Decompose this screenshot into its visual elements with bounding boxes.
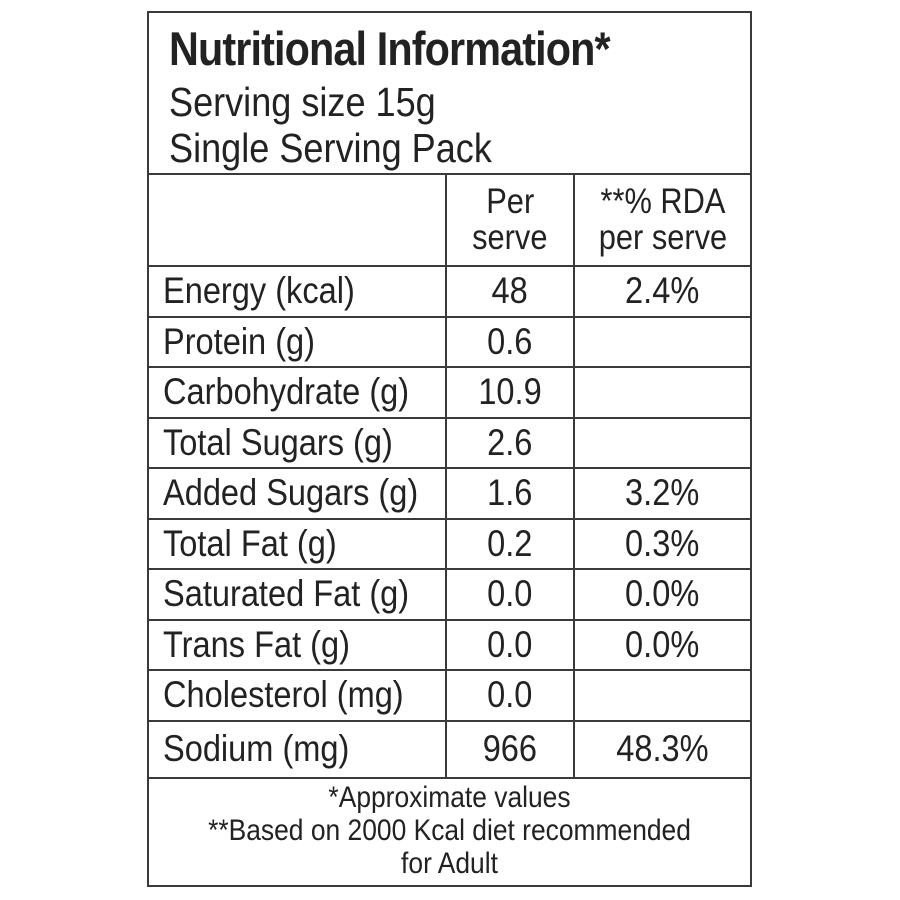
nutrition-label: Nutritional Information* Serving size 15… (147, 11, 752, 887)
nutrient-name-cell: Trans Fat (g) (149, 618, 447, 671)
per-serve-value: 2.6 (487, 421, 533, 463)
per-serve-value: 0.0 (487, 573, 533, 615)
nutrient-name: Saturated Fat (g) (163, 573, 410, 615)
nutrient-name: Carbohydrate (g) (163, 371, 410, 413)
nutrient-name-cell: Energy (kcal) (149, 265, 447, 318)
nutrient-name-cell: Added Sugars (g) (149, 467, 447, 520)
label-header: Nutritional Information* Serving size 15… (149, 13, 750, 175)
rda-value: 0.0% (625, 623, 700, 665)
rda-value: 0.0% (625, 573, 700, 615)
rda-value: 2.4% (625, 270, 700, 312)
rda-value: 3.2% (625, 472, 700, 514)
per-serve-value-cell: 1.6 (445, 467, 575, 520)
nutrient-name: Sodium (mg) (163, 728, 350, 769)
table-row: Total Sugars (g) 2.6 (149, 416, 750, 469)
nutrient-name-cell: Sodium (mg) (149, 719, 447, 779)
per-serve-value: 0.0 (487, 674, 533, 716)
table-row: Sodium (mg) 966 48.3% (149, 719, 750, 779)
per-serve-value: 0.0 (487, 623, 533, 665)
header-blank-cell (149, 175, 447, 267)
nutrient-name: Total Fat (g) (163, 522, 337, 564)
table-header-row: Per serve **% RDA per serve (149, 175, 750, 267)
per-serve-value: 10.9 (478, 371, 542, 413)
rda-value: 48.3% (616, 728, 709, 769)
rda-value-cell (573, 366, 750, 419)
rda-value-cell: 0.0% (573, 618, 750, 671)
per-serve-value: 48 (491, 270, 529, 312)
table-row: Protein (g) 0.6 (149, 315, 750, 368)
per-serve-value: 966 (482, 728, 538, 769)
table-row: Trans Fat (g) 0.0 0.0% (149, 618, 750, 671)
rda-value-cell (573, 315, 750, 368)
nutrition-table: Per serve **% RDA per serve Energy (kcal… (149, 175, 750, 779)
header-rda-line1: **% RDA (600, 182, 725, 221)
header-rda-line2: per serve (598, 218, 727, 257)
rda-value: 0.3% (625, 522, 700, 564)
rda-value-cell: 0.0% (573, 568, 750, 621)
per-serve-value-cell: 0.2 (445, 517, 575, 570)
nutrient-name: Cholesterol (mg) (163, 674, 404, 716)
header-per-serve: Per serve (445, 175, 575, 267)
table-row: Saturated Fat (g) 0.0 0.0% (149, 568, 750, 621)
nutrient-name-cell: Protein (g) (149, 315, 447, 368)
header-rda: **% RDA per serve (573, 175, 750, 267)
nutrient-name: Added Sugars (g) (163, 472, 419, 514)
table-row: Energy (kcal) 48 2.4% (149, 265, 750, 318)
per-serve-value: 0.2 (487, 522, 533, 564)
footnote-rda-basis: **Based on 2000 Kcal diet recommended (208, 814, 691, 847)
per-serve-value-cell: 0.0 (445, 618, 575, 671)
per-serve-value-cell: 2.6 (445, 416, 575, 469)
nutrient-name-cell: Total Sugars (g) (149, 416, 447, 469)
nutrient-name: Total Sugars (g) (163, 421, 393, 463)
table-row: Added Sugars (g) 1.6 3.2% (149, 467, 750, 520)
per-serve-value: 0.6 (487, 320, 533, 362)
per-serve-value-cell: 48 (445, 265, 575, 318)
rda-value-cell (573, 669, 750, 722)
pack-type: Single Serving Pack (169, 125, 492, 171)
header-per-serve-line1: Per (486, 182, 534, 221)
label-title: Nutritional Information* (169, 22, 611, 75)
nutrient-name-cell: Carbohydrate (g) (149, 366, 447, 419)
per-serve-value-cell: 10.9 (445, 366, 575, 419)
nutrient-name: Protein (g) (163, 320, 316, 362)
per-serve-value: 1.6 (487, 472, 533, 514)
nutrient-name: Trans Fat (g) (163, 623, 350, 665)
per-serve-value-cell: 0.6 (445, 315, 575, 368)
label-footer: *Approximate values **Based on 2000 Kcal… (149, 775, 750, 885)
per-serve-value-cell: 966 (445, 719, 575, 779)
per-serve-value-cell: 0.0 (445, 568, 575, 621)
rda-value-cell: 3.2% (573, 467, 750, 520)
rda-value-cell: 2.4% (573, 265, 750, 318)
rda-value-cell: 0.3% (573, 517, 750, 570)
serving-size: Serving size 15g (169, 79, 436, 125)
rda-value-cell: 48.3% (573, 719, 750, 779)
table-row: Carbohydrate (g) 10.9 (149, 366, 750, 419)
per-serve-value-cell: 0.0 (445, 669, 575, 722)
table-row: Total Fat (g) 0.2 0.3% (149, 517, 750, 570)
nutrient-name-cell: Saturated Fat (g) (149, 568, 447, 621)
header-per-serve-line2: serve (472, 218, 548, 257)
footnote-approximate: *Approximate values (328, 781, 571, 814)
table-row: Cholesterol (mg) 0.0 (149, 669, 750, 722)
rda-value-cell (573, 416, 750, 469)
nutrient-name: Energy (kcal) (163, 270, 355, 312)
nutrient-name-cell: Total Fat (g) (149, 517, 447, 570)
nutrient-name-cell: Cholesterol (mg) (149, 669, 447, 722)
footnote-rda-basis-cont: for Adult (401, 847, 498, 880)
